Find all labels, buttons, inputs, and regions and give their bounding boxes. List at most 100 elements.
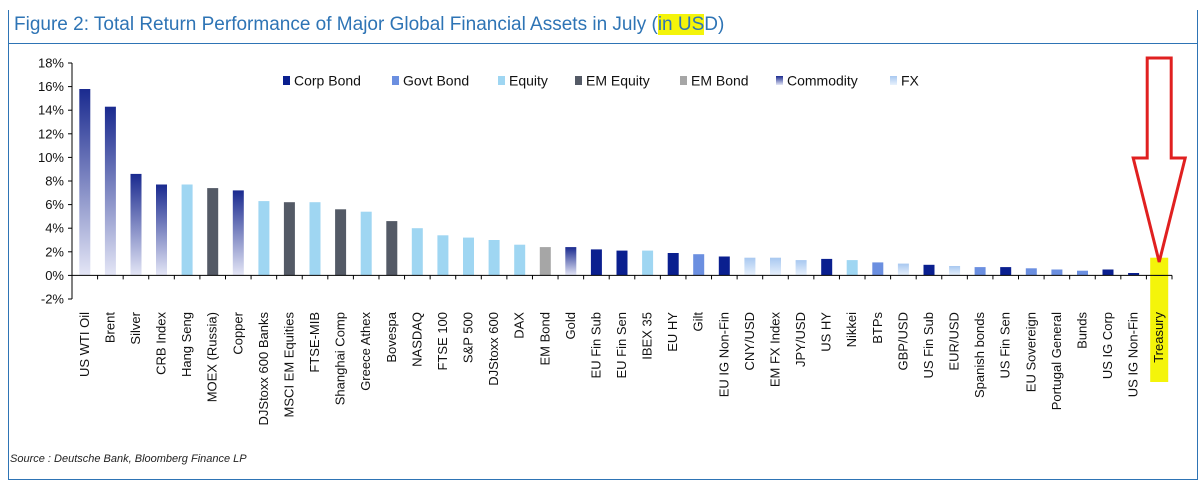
y-tick-label-5: 8% bbox=[45, 174, 64, 189]
x-tick-label-31: BTPs bbox=[870, 312, 885, 344]
x-tick-label-12: Bovespa bbox=[384, 311, 399, 362]
bar-14 bbox=[437, 235, 449, 276]
title-highlight: in US bbox=[657, 14, 705, 35]
bar-2 bbox=[130, 173, 142, 276]
title-rule bbox=[8, 43, 1198, 44]
bar-4 bbox=[181, 184, 193, 276]
bar-31 bbox=[872, 262, 884, 276]
bar-33 bbox=[923, 264, 935, 276]
x-tick-label-37: EU Sovereign bbox=[1023, 312, 1038, 392]
x-tick-label-1: Brent bbox=[102, 312, 117, 343]
x-tick-label-8: MSCI EM Equities bbox=[281, 311, 296, 417]
x-tick-label-0: US WTI Oil bbox=[77, 312, 92, 377]
x-tick-label-7: DJStoxx 600 Banks bbox=[256, 312, 271, 426]
bar-13 bbox=[411, 228, 423, 276]
x-tick-label-23: EU HY bbox=[665, 312, 680, 352]
bar-26 bbox=[744, 257, 756, 276]
legend-swatch-embond bbox=[680, 76, 687, 85]
x-tick-label-36: US Fin Sen bbox=[998, 312, 1013, 378]
bar-6 bbox=[232, 190, 244, 276]
bar-30 bbox=[846, 260, 858, 276]
x-tick-label-5: MOEX (Russia) bbox=[205, 312, 220, 402]
legend-label-emeq: EM Equity bbox=[586, 73, 650, 89]
bar-41 bbox=[1128, 273, 1140, 276]
bar-8 bbox=[283, 202, 295, 276]
x-tick-label-22: IBEX 35 bbox=[640, 312, 655, 360]
title-suffix: D) bbox=[704, 14, 725, 35]
axes: -2% 0% 2% 4% 6% 8% 10% 12% 14% 16% 18% bbox=[38, 56, 1173, 307]
legend-swatch-corp bbox=[283, 76, 290, 85]
bar-34 bbox=[949, 266, 961, 276]
x-tick-label-18: EM Bond bbox=[537, 312, 552, 365]
x-tick-label-4: Hang Seng bbox=[179, 312, 194, 377]
y-tick-label-8: 14% bbox=[38, 103, 64, 118]
x-tick-label-29: US HY bbox=[819, 312, 834, 352]
legend-swatch-equity bbox=[498, 76, 505, 85]
bar-32 bbox=[897, 263, 909, 276]
legend: Corp Bond Govt Bond Equity EM Equity EM Bond… bbox=[283, 73, 920, 89]
legend-label-fx: FX bbox=[901, 73, 920, 89]
x-tick-label-13: NASDAQ bbox=[409, 312, 424, 367]
annotation-highlight bbox=[1150, 257, 1169, 382]
legend-label-embond: EM Bond bbox=[691, 73, 749, 89]
chart-frame bbox=[8, 10, 1198, 480]
x-tick-label-9: FTSE-MIB bbox=[307, 312, 322, 373]
chart-title: Figure 2: Total Return Performance of Ma… bbox=[14, 14, 724, 36]
bar-21 bbox=[616, 250, 628, 276]
legend-label-comm: Commodity bbox=[787, 73, 858, 89]
bar-35 bbox=[974, 267, 986, 276]
x-tick-label-20: EU Fin Sub bbox=[588, 312, 603, 378]
red-arrow-icon bbox=[1131, 56, 1188, 263]
legend-swatch-emeq bbox=[575, 76, 582, 85]
x-tick-label-10: Shanghai Comp bbox=[333, 312, 348, 405]
x-tick-label-14: FTSE 100 bbox=[435, 312, 450, 371]
bar-17 bbox=[514, 244, 526, 276]
y-tick-label-2: 2% bbox=[45, 244, 64, 259]
legend-swatch-fx bbox=[890, 76, 897, 85]
x-tick-label-27: EM FX Index bbox=[768, 312, 783, 388]
source-note: Source : Deutsche Bank, Bloomberg Financ… bbox=[10, 453, 247, 465]
bar-25 bbox=[718, 256, 730, 276]
bar-29 bbox=[821, 258, 833, 276]
bar-12 bbox=[386, 221, 398, 276]
annotation-arrow bbox=[1131, 56, 1188, 263]
bar-24 bbox=[693, 254, 705, 276]
x-tick-label-26: CNY/USD bbox=[742, 312, 757, 371]
title-prefix: Figure 2: Total Return Performance of Ma… bbox=[14, 14, 658, 35]
bar-40 bbox=[1102, 269, 1114, 276]
bar-5 bbox=[207, 188, 219, 276]
x-tick-label-41: US IG Non-Fin bbox=[1126, 312, 1141, 397]
bar-22 bbox=[642, 250, 654, 276]
x-tick-label-33: US Fin Sub bbox=[921, 312, 936, 378]
y-tick-label-1: 0% bbox=[45, 268, 64, 283]
bar-1 bbox=[104, 106, 116, 276]
x-tick-label-34: EUR/USD bbox=[947, 312, 962, 371]
legend-label-equity: Equity bbox=[509, 73, 548, 89]
legend-label-corp: Corp Bond bbox=[294, 73, 361, 89]
bar-16 bbox=[488, 240, 500, 276]
y-tick-label-9: 16% bbox=[38, 79, 64, 94]
bar-3 bbox=[156, 184, 167, 276]
x-tick-label-15: S&P 500 bbox=[461, 312, 476, 363]
x-tick-label-39: Bunds bbox=[1075, 312, 1090, 349]
bar-38 bbox=[1051, 269, 1063, 276]
x-tick-label-40: US IG Corp bbox=[1100, 312, 1115, 379]
x-tick-label-16: DJStoxx 600 bbox=[486, 312, 501, 386]
bar-23 bbox=[667, 253, 679, 276]
x-tick-label-21: EU Fin Sen bbox=[614, 312, 629, 378]
bar-36 bbox=[1000, 267, 1012, 276]
x-tick-label-25: EU IG Non-Fin bbox=[716, 312, 731, 397]
y-tick-label-10: 18% bbox=[38, 56, 64, 71]
legend-label-govt: Govt Bond bbox=[403, 73, 469, 89]
y-tick-label-4: 6% bbox=[45, 197, 64, 212]
treasury-highlight bbox=[1150, 257, 1169, 382]
bar-18 bbox=[539, 247, 551, 276]
bar-19 bbox=[565, 247, 577, 276]
y-tick-label-0: -2% bbox=[41, 292, 65, 307]
bar-15 bbox=[463, 237, 474, 276]
x-tick-label-28: JPY/USD bbox=[793, 312, 808, 367]
legend-swatch-govt bbox=[392, 76, 399, 85]
bar-10 bbox=[335, 209, 347, 276]
bar-28 bbox=[795, 260, 807, 276]
